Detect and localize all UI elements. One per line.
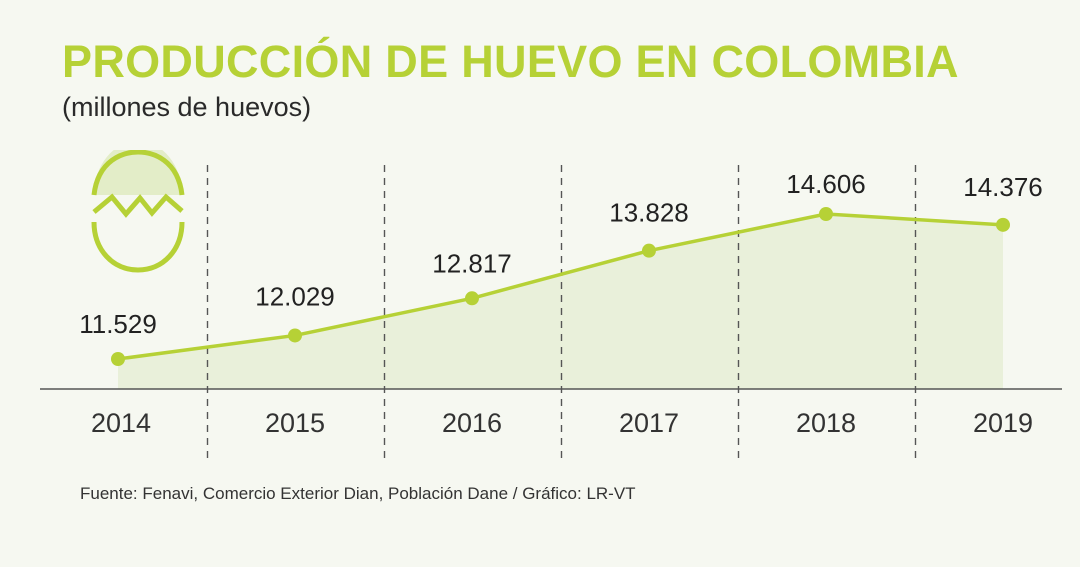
data-point [465, 291, 479, 306]
data-point [111, 352, 125, 366]
data-point [819, 207, 833, 221]
data-label: 12.817 [432, 248, 512, 278]
data-point [288, 328, 302, 343]
x-tick-label: 2016 [442, 408, 502, 438]
x-tick-label: 2015 [265, 408, 325, 438]
chart-title: PRODUCCIÓN DE HUEVO EN COLOMBIA [62, 36, 959, 87]
series-line [117, 212, 1004, 361]
data-point [996, 217, 1010, 232]
x-tick-label: 2014 [91, 408, 151, 438]
source-note: Fuente: Fenavi, Comercio Exterior Dian, … [80, 484, 636, 503]
data-label: 12.029 [255, 281, 335, 311]
x-tick-label: 2018 [796, 408, 856, 438]
area-fill [118, 214, 1003, 389]
data-point [642, 243, 656, 258]
chart-subtitle: (millones de huevos) [62, 92, 312, 122]
broken-egg-icon [91, 150, 185, 273]
x-tick-label: 2019 [973, 408, 1033, 438]
data-label: 14.606 [786, 169, 866, 199]
data-label: 14.376 [963, 172, 1043, 202]
data-label: 11.529 [79, 309, 157, 339]
x-tick-label: 2017 [619, 408, 679, 438]
data-label: 13.828 [609, 198, 689, 228]
